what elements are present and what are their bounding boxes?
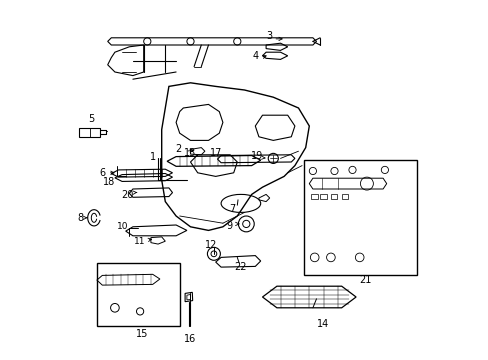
Text: 8: 8 xyxy=(78,213,83,223)
Text: 2: 2 xyxy=(174,144,181,154)
Text: 17: 17 xyxy=(209,148,222,158)
Text: 16: 16 xyxy=(183,334,196,344)
Bar xyxy=(330,194,337,199)
Text: 14: 14 xyxy=(316,319,328,329)
Text: 19: 19 xyxy=(250,150,263,161)
Text: 5: 5 xyxy=(88,114,95,124)
Bar xyxy=(320,194,326,199)
Bar xyxy=(303,160,416,275)
Text: 15: 15 xyxy=(136,329,148,339)
Text: 11: 11 xyxy=(134,238,145,246)
Text: 10: 10 xyxy=(117,222,128,231)
Text: 22: 22 xyxy=(233,262,246,272)
Text: 13: 13 xyxy=(184,148,196,158)
Bar xyxy=(341,194,347,199)
Text: 21: 21 xyxy=(358,275,370,285)
Bar xyxy=(310,194,317,199)
Bar xyxy=(97,263,179,326)
Text: 1: 1 xyxy=(149,152,156,162)
Text: 4: 4 xyxy=(252,51,259,61)
Text: 7: 7 xyxy=(228,204,235,214)
Text: 9: 9 xyxy=(226,221,232,231)
Text: 6: 6 xyxy=(99,168,105,178)
Text: 18: 18 xyxy=(103,177,115,187)
Text: 3: 3 xyxy=(265,31,271,41)
Text: 20: 20 xyxy=(121,190,133,200)
Text: 12: 12 xyxy=(205,240,217,250)
